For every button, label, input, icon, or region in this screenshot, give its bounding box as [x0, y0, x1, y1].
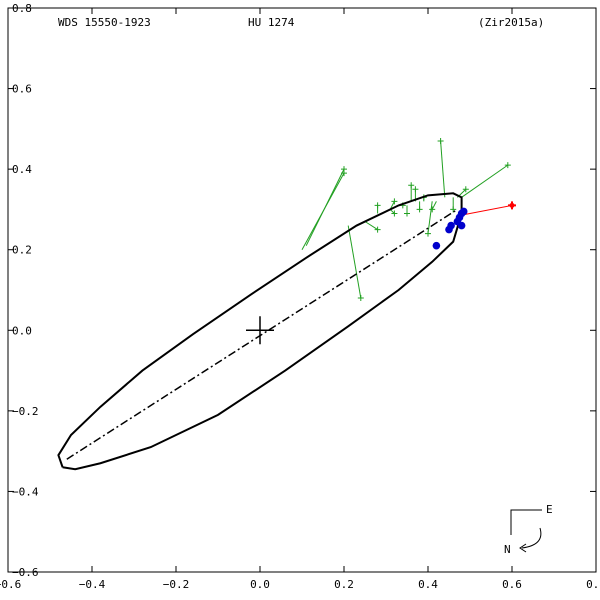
- micrometer-point: [412, 186, 419, 193]
- y-tick-label: −0.6: [12, 566, 39, 579]
- micrometer-point: [416, 206, 423, 213]
- micrometer-residual: [364, 221, 378, 230]
- micrometer-point: [391, 198, 398, 205]
- x-tick-label: −0.4: [79, 578, 106, 591]
- speckle-measurements: [432, 207, 468, 250]
- micrometer-point: [374, 202, 381, 209]
- line-of-apsides: [66, 208, 458, 460]
- y-tick-label: 0.2: [12, 244, 32, 257]
- micrometer-point: [504, 162, 511, 169]
- primary-star-marker: [246, 316, 274, 345]
- compass-arrowhead: [519, 543, 527, 553]
- header-system-name: HU 1274: [248, 16, 295, 29]
- micrometer-point: [408, 182, 415, 189]
- micrometer-point: [391, 210, 398, 217]
- y-tick-label: 0.8: [12, 2, 32, 15]
- micrometer-residual: [431, 201, 437, 210]
- speckle-point: [457, 221, 466, 230]
- micrometer-residual: [347, 225, 362, 299]
- header-wds-id: WDS 15550-1923: [58, 16, 151, 29]
- speckle-point: [459, 207, 468, 216]
- y-tick-label: 0.4: [12, 163, 32, 176]
- predicted-residual: [459, 204, 513, 216]
- micrometer-residual: [440, 140, 446, 198]
- predicted-position: [459, 201, 516, 216]
- speckle-point: [447, 221, 455, 230]
- micrometer-point: [437, 137, 444, 144]
- compass-north-label: N: [504, 543, 511, 556]
- micrometer-residual: [461, 164, 509, 198]
- compass-east-arm: [510, 509, 542, 535]
- x-tick-label: 0.8: [586, 578, 600, 591]
- x-tick-label: 0.0: [250, 578, 270, 591]
- x-tick-label: −0.6: [0, 578, 21, 591]
- micrometer-point: [374, 226, 381, 233]
- micrometer-point: [429, 206, 436, 213]
- x-tick-label: −0.2: [163, 578, 190, 591]
- micrometer-point: [462, 186, 469, 193]
- micrometer-measurements: [301, 137, 511, 302]
- compass-rose: E N: [504, 503, 553, 556]
- micrometer-point: [357, 295, 364, 302]
- x-tick-label: 0.6: [502, 578, 522, 591]
- micrometer-point: [404, 210, 410, 217]
- compass-east-label: E: [546, 503, 553, 516]
- y-tick-label: −0.2: [12, 405, 39, 418]
- y-tick-label: 0.0: [12, 324, 32, 337]
- speckle-point: [432, 241, 441, 250]
- micrometer-residual: [305, 168, 345, 246]
- y-tick-label: 0.6: [12, 83, 32, 96]
- orbit-ellipse: [57, 192, 463, 471]
- micrometer-point: [341, 166, 347, 173]
- predicted-point-dot: [509, 202, 515, 208]
- primary-cross-lines: [246, 316, 274, 345]
- micrometer-residual: [427, 201, 433, 234]
- plot-frame: [7, 7, 597, 573]
- axis-ticks: [7, 7, 597, 573]
- y-tick-label: −0.4: [12, 485, 39, 498]
- compass-arc-arrow: [521, 527, 542, 549]
- x-tick-label: 0.2: [334, 578, 354, 591]
- micrometer-point: [425, 230, 431, 237]
- x-tick-label: 0.4: [418, 578, 438, 591]
- header-reference: (Zir2015a): [478, 16, 544, 29]
